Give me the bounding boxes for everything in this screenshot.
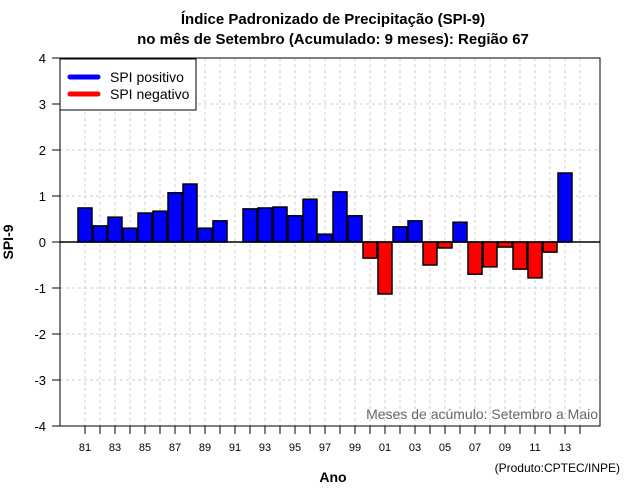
- bar-1997: [317, 233, 333, 243]
- y-tick-label: -1: [34, 281, 46, 296]
- bar-2005: [437, 241, 453, 249]
- x-tick-label: 99: [349, 442, 361, 454]
- bar-2001: [377, 241, 393, 295]
- y-tick-label: -4: [34, 419, 46, 434]
- bar-2003: [407, 220, 423, 243]
- x-tick-label: 83: [109, 442, 121, 454]
- legend-label-positive: SPI positivo: [110, 69, 184, 85]
- bar-1989: [197, 227, 213, 243]
- bar-2007: [467, 241, 483, 275]
- chart-title-line1: Índice Padronizado de Precipitação (SPI-…: [181, 11, 485, 28]
- y-tick-label: 3: [39, 97, 46, 112]
- bar-1992: [242, 208, 258, 243]
- bar-2012: [542, 241, 558, 253]
- x-tick-label: 03: [409, 442, 421, 454]
- y-axis-label: SPI-9: [0, 224, 16, 259]
- bar-2004: [422, 241, 438, 266]
- bar-1981: [77, 207, 93, 243]
- x-tick-label: 85: [139, 442, 151, 454]
- x-tick-label: 93: [259, 442, 271, 454]
- legend-box: [59, 58, 197, 111]
- bar-2009: [497, 241, 513, 248]
- bar-2002: [392, 226, 408, 243]
- bar-1996: [302, 198, 318, 243]
- bar-1998: [332, 191, 348, 243]
- x-tick-labels: 81 83 85 87 89 91 93 95 97 99 01 03 05 07 09 11 13: [79, 442, 571, 454]
- bar-1985: [137, 212, 153, 243]
- bar-1999: [347, 215, 363, 243]
- product-credit: (Produto:CPTEC/INPE): [495, 461, 620, 475]
- y-tick-label: -3: [34, 373, 46, 388]
- bar-2013: [557, 172, 573, 243]
- x-tick-label: 95: [289, 442, 301, 454]
- x-axis-label: Ano: [319, 469, 346, 485]
- y-tick-label: 0: [39, 235, 46, 250]
- x-tick-label: 05: [439, 442, 451, 454]
- bar-2011: [527, 241, 543, 279]
- y-tick-label: 1: [39, 189, 46, 204]
- bar-1995: [287, 215, 303, 243]
- grid-lines: [60, 58, 600, 426]
- bar-1983: [107, 216, 123, 243]
- bar-1986: [152, 210, 168, 243]
- bar-1990: [212, 220, 228, 243]
- y-tick-label: 4: [39, 51, 46, 66]
- x-tick-label: 87: [169, 442, 181, 454]
- axes: [52, 57, 601, 434]
- legend: SPI positivo SPI negativo: [59, 58, 197, 111]
- x-tick-label: 91: [229, 442, 241, 454]
- x-tick-label: 09: [499, 442, 511, 454]
- bar-2000: [362, 241, 378, 259]
- bar-2006: [452, 221, 468, 243]
- bar-1982: [92, 225, 108, 243]
- bar-1984: [122, 227, 138, 243]
- x-tick-label: 89: [199, 442, 211, 454]
- x-tick-label: 13: [559, 442, 571, 454]
- bar-2010: [512, 241, 528, 270]
- bar-2008: [482, 241, 498, 268]
- y-tick-label: -2: [34, 327, 46, 342]
- x-tick-label: 01: [379, 442, 391, 454]
- x-tick-label: 81: [79, 442, 91, 454]
- bar-1993: [257, 207, 273, 243]
- x-tick-label: 97: [319, 442, 331, 454]
- bar-1988: [182, 183, 198, 243]
- bar-1994: [272, 206, 288, 243]
- legend-label-negative: SPI negativo: [110, 86, 190, 102]
- y-tick-labels: -4 -3 -2 -1 0 1 2 3 4: [34, 51, 46, 434]
- x-tick-label: 07: [469, 442, 481, 454]
- accumulation-annotation: Meses de acúmulo: Setembro a Maio: [366, 406, 598, 422]
- bar-1987: [167, 192, 183, 243]
- chart-title-line2: no mês de Setembro (Acumulado: 9 meses):…: [137, 31, 529, 48]
- y-tick-label: 2: [39, 143, 46, 158]
- x-tick-label: 11: [529, 442, 540, 454]
